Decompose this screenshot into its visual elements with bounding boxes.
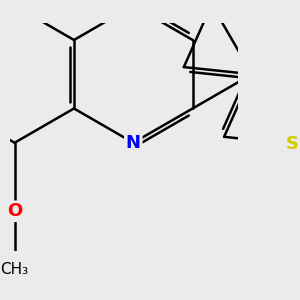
Text: CH₃: CH₃ [1, 262, 29, 277]
Text: O: O [7, 202, 22, 220]
Text: S: S [286, 135, 299, 153]
Text: N: N [126, 134, 141, 152]
